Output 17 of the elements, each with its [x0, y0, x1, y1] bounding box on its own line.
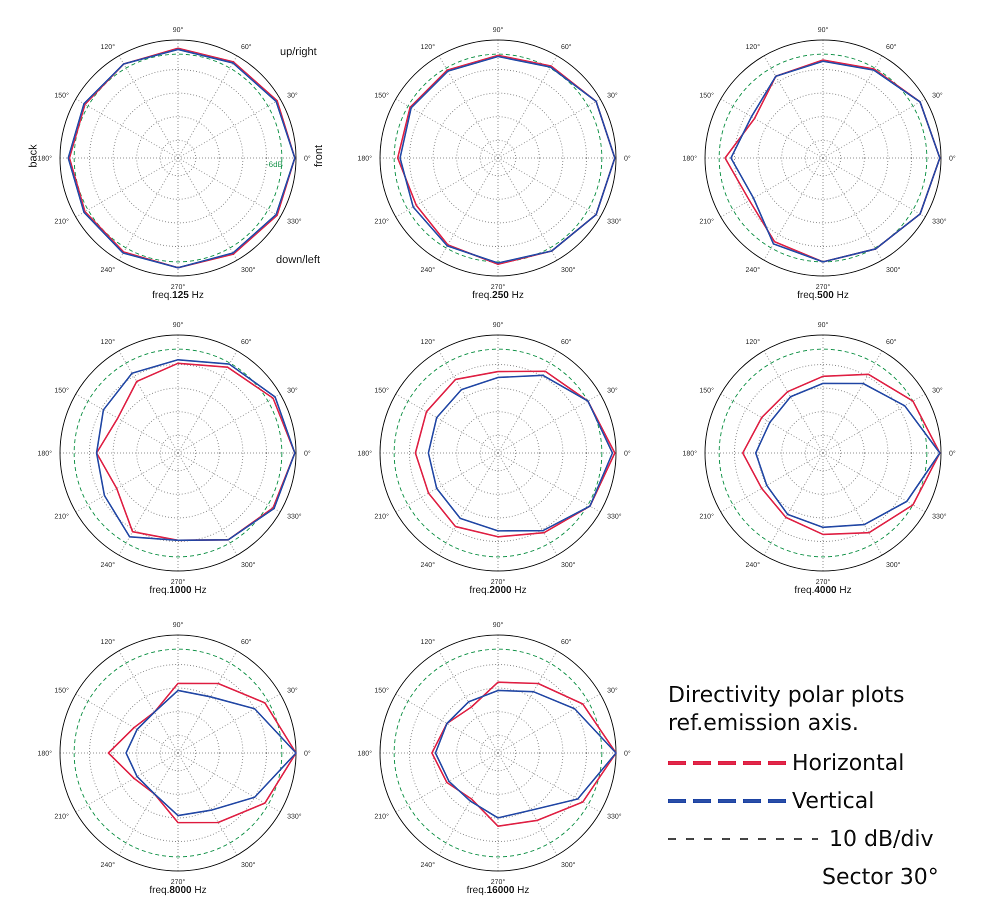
text: freq.2000 Hz	[469, 585, 527, 596]
text: 10 dB/div	[829, 826, 934, 852]
text: up/right	[280, 46, 317, 58]
legend-label: Horizontal	[792, 750, 904, 776]
text: freq.250 Hz	[472, 290, 524, 301]
text: freq.125 Hz	[152, 290, 204, 301]
legend-title: Directivity polar plots ref.emission axis.	[668, 682, 906, 738]
text: front	[313, 144, 326, 168]
text: down/left	[276, 254, 320, 266]
text: freq.1000 Hz	[149, 585, 207, 596]
text: freq.16000 Hz	[466, 885, 530, 896]
legend-label: Vertical	[792, 788, 874, 814]
text: freq.8000 Hz	[149, 885, 207, 896]
text: -6dB	[266, 160, 283, 169]
text: Sector 30°	[822, 864, 939, 890]
text: freq.4000 Hz	[794, 585, 852, 596]
text: freq.500 Hz	[797, 290, 849, 301]
